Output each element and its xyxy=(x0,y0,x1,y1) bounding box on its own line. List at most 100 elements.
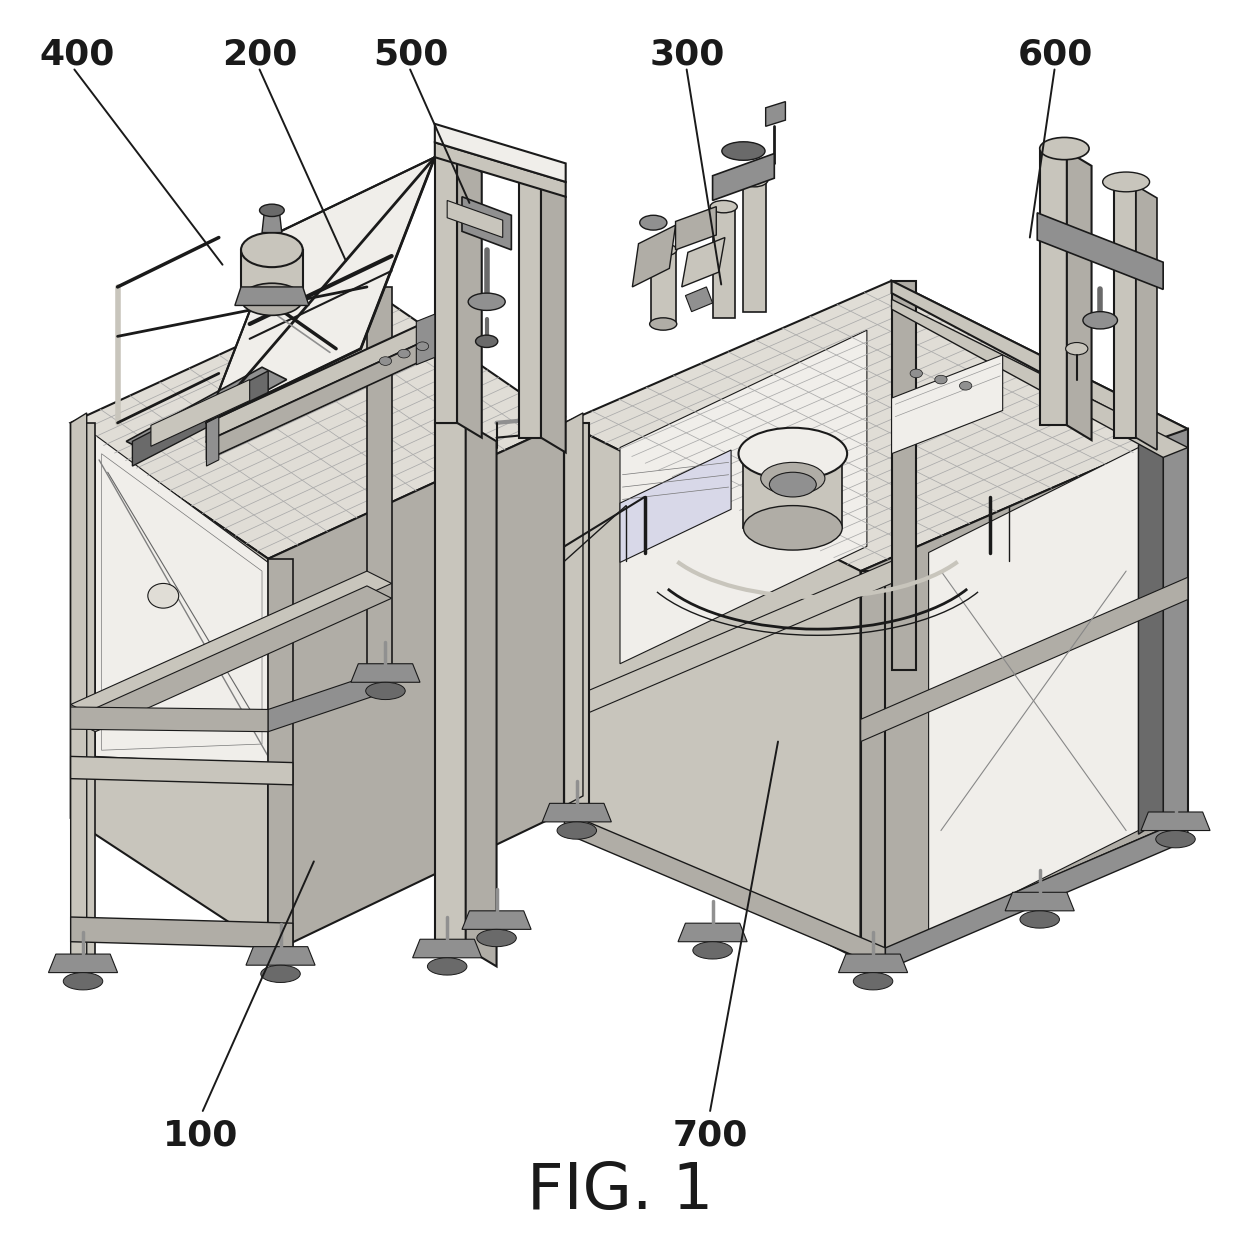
Polygon shape xyxy=(676,206,717,249)
Ellipse shape xyxy=(910,369,923,377)
Text: 700: 700 xyxy=(673,1118,749,1153)
Ellipse shape xyxy=(742,172,768,187)
Polygon shape xyxy=(435,158,458,423)
Ellipse shape xyxy=(744,437,842,483)
Ellipse shape xyxy=(417,343,429,350)
Polygon shape xyxy=(126,367,286,454)
Polygon shape xyxy=(632,225,676,287)
Polygon shape xyxy=(71,586,392,732)
Polygon shape xyxy=(367,287,392,676)
Polygon shape xyxy=(1163,429,1188,818)
Polygon shape xyxy=(564,423,589,812)
Polygon shape xyxy=(929,448,1138,936)
Ellipse shape xyxy=(148,583,179,608)
Polygon shape xyxy=(744,460,842,527)
Ellipse shape xyxy=(1102,172,1149,192)
Text: 200: 200 xyxy=(222,37,298,72)
Text: 600: 600 xyxy=(1018,37,1092,72)
Polygon shape xyxy=(71,423,268,948)
Polygon shape xyxy=(262,210,281,232)
Polygon shape xyxy=(246,947,315,965)
Ellipse shape xyxy=(366,683,405,700)
Text: 300: 300 xyxy=(650,37,725,72)
Polygon shape xyxy=(268,558,293,954)
Ellipse shape xyxy=(650,243,677,256)
Polygon shape xyxy=(861,577,1188,742)
Polygon shape xyxy=(1039,151,1066,426)
Polygon shape xyxy=(48,954,118,973)
Ellipse shape xyxy=(241,283,303,315)
Polygon shape xyxy=(71,917,293,948)
Ellipse shape xyxy=(1083,311,1117,329)
Ellipse shape xyxy=(640,215,667,230)
Polygon shape xyxy=(542,803,611,822)
Polygon shape xyxy=(518,182,541,438)
Polygon shape xyxy=(686,287,713,311)
Polygon shape xyxy=(1066,151,1091,441)
Polygon shape xyxy=(207,336,435,460)
Polygon shape xyxy=(1006,892,1074,911)
Polygon shape xyxy=(435,423,466,948)
Polygon shape xyxy=(765,102,785,127)
Text: FIG. 1: FIG. 1 xyxy=(527,1160,713,1222)
Polygon shape xyxy=(466,423,496,967)
Polygon shape xyxy=(71,571,392,717)
Ellipse shape xyxy=(477,930,516,947)
Polygon shape xyxy=(713,206,735,318)
Polygon shape xyxy=(892,355,1003,454)
Polygon shape xyxy=(133,371,268,467)
Ellipse shape xyxy=(853,973,893,990)
Ellipse shape xyxy=(1156,830,1195,848)
Ellipse shape xyxy=(63,973,103,990)
Polygon shape xyxy=(861,571,885,961)
Ellipse shape xyxy=(744,505,842,550)
Polygon shape xyxy=(463,911,531,930)
Polygon shape xyxy=(564,812,885,969)
Polygon shape xyxy=(564,280,1188,571)
Polygon shape xyxy=(448,201,502,237)
Ellipse shape xyxy=(557,822,596,839)
Polygon shape xyxy=(892,280,1188,438)
Polygon shape xyxy=(1141,812,1210,830)
Polygon shape xyxy=(207,158,435,423)
Ellipse shape xyxy=(739,428,847,480)
Polygon shape xyxy=(413,939,482,958)
Ellipse shape xyxy=(722,141,765,160)
Polygon shape xyxy=(71,757,293,784)
Polygon shape xyxy=(268,670,386,732)
Text: 400: 400 xyxy=(40,37,115,72)
Polygon shape xyxy=(1136,186,1157,450)
Polygon shape xyxy=(564,423,861,961)
Polygon shape xyxy=(435,143,565,197)
Text: 100: 100 xyxy=(164,1118,238,1153)
Polygon shape xyxy=(234,287,309,305)
Polygon shape xyxy=(1114,186,1136,438)
Polygon shape xyxy=(1037,212,1163,289)
Polygon shape xyxy=(417,314,435,365)
Polygon shape xyxy=(351,664,420,683)
Ellipse shape xyxy=(379,356,392,365)
Polygon shape xyxy=(458,158,482,438)
Polygon shape xyxy=(435,124,565,182)
Polygon shape xyxy=(1138,429,1163,834)
Polygon shape xyxy=(564,413,583,805)
Ellipse shape xyxy=(650,318,677,330)
Polygon shape xyxy=(892,280,916,670)
Polygon shape xyxy=(678,923,748,942)
Text: 500: 500 xyxy=(373,37,449,72)
Ellipse shape xyxy=(259,205,284,216)
Ellipse shape xyxy=(935,375,947,383)
Polygon shape xyxy=(71,413,87,967)
Ellipse shape xyxy=(476,335,497,347)
Polygon shape xyxy=(682,237,725,287)
Polygon shape xyxy=(713,154,774,201)
Ellipse shape xyxy=(1039,138,1089,160)
Polygon shape xyxy=(71,287,564,558)
Ellipse shape xyxy=(711,201,738,212)
Polygon shape xyxy=(207,417,218,467)
Polygon shape xyxy=(892,299,1188,458)
Polygon shape xyxy=(620,450,732,562)
Polygon shape xyxy=(151,380,249,447)
Ellipse shape xyxy=(769,473,816,496)
Polygon shape xyxy=(268,423,564,954)
